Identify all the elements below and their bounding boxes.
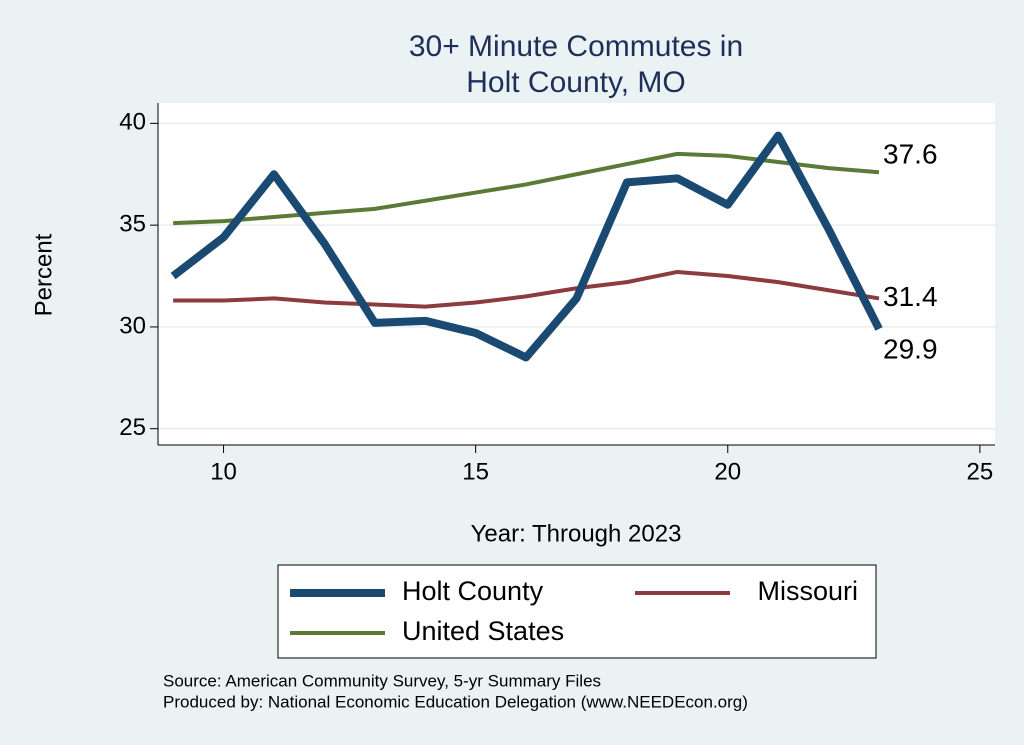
x-tick-label: 20	[714, 458, 741, 485]
series-line	[170, 131, 883, 362]
legend-label: United States	[402, 616, 564, 646]
value-label: 29.9	[883, 333, 938, 364]
legend-label: Holt County	[402, 576, 544, 606]
y-tick-label: 35	[119, 210, 146, 237]
y-axis-label: Percent	[30, 233, 57, 316]
x-axis-label: Year: Through 2023	[471, 520, 682, 547]
plot-area	[158, 103, 995, 445]
series-line	[173, 269, 880, 309]
y-tick-label: 25	[119, 414, 146, 441]
chart-title: 30+ Minute Commutes in	[409, 30, 743, 63]
value-label: 37.6	[883, 139, 938, 170]
y-tick-label: 30	[119, 312, 146, 339]
x-tick-label: 25	[967, 458, 994, 485]
x-tick-label: 15	[462, 458, 489, 485]
value-label: 31.4	[883, 281, 938, 312]
legend	[277, 564, 877, 659]
y-tick-label: 40	[119, 109, 146, 136]
chart-title: Holt County, MO	[466, 66, 686, 99]
note: Produced by: National Economic Education…	[163, 692, 748, 711]
note: Source: American Community Survey, 5-yr …	[163, 671, 601, 690]
legend-label: Missouri	[757, 576, 858, 606]
x-tick-label: 10	[210, 458, 237, 485]
